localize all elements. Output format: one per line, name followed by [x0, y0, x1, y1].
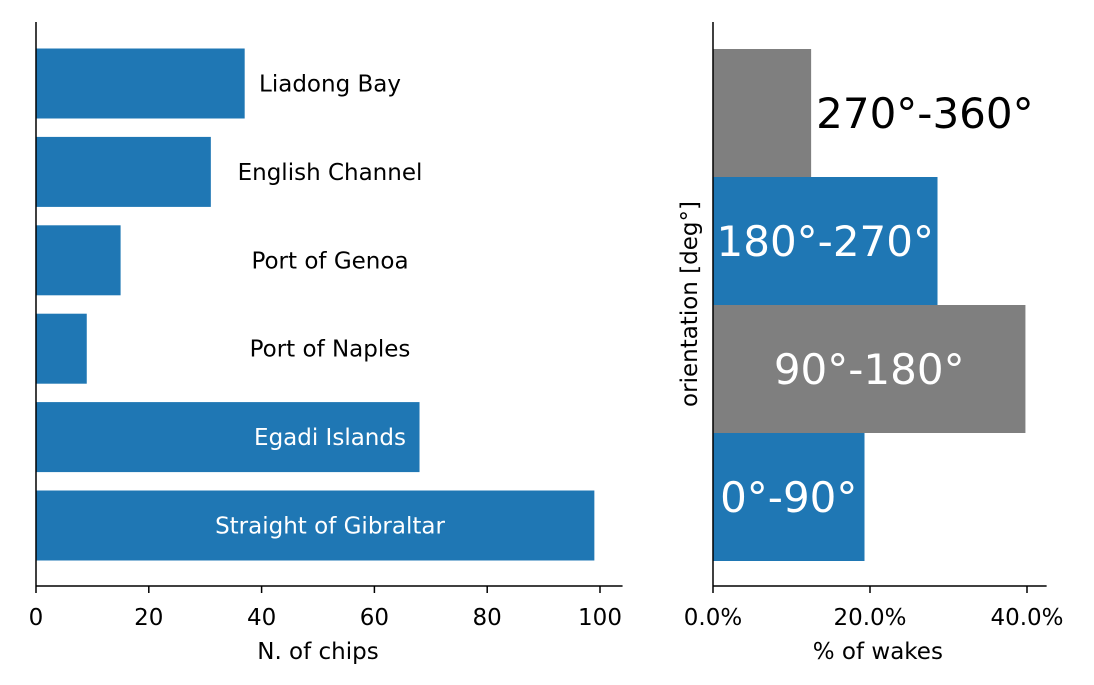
left-bars	[36, 48, 595, 561]
wake-orientation-chart: 0°-90° 90°-180° 180°-270° 270°-360° 0.0% 20.…	[677, 22, 1064, 665]
bar	[713, 305, 1026, 433]
tick-label: 0.0%	[684, 605, 742, 631]
tick-label: 100	[578, 605, 622, 631]
bar-label: 90°-180°	[774, 345, 965, 394]
left-bar-labels: Straight of Gibraltar Egadi Islands Port o…	[215, 72, 445, 540]
tick-label: 40.0%	[990, 605, 1063, 631]
bar	[36, 136, 211, 207]
bar	[713, 49, 812, 177]
right-x-ticks: 0.0% 20.0% 40.0%	[684, 586, 1064, 631]
bar-label: Liadong Bay	[259, 72, 401, 98]
bar-label: Port of Genoa	[251, 248, 408, 274]
tick-label: 80	[473, 605, 502, 631]
tick-label: 40	[247, 605, 276, 631]
chips-per-location-chart: Straight of Gibraltar Egadi Islands Port o…	[29, 22, 623, 665]
bar-label: Port of Naples	[250, 337, 411, 363]
bar-label: 270°-360°	[816, 89, 1034, 138]
bar-label: 180°-270°	[717, 217, 935, 266]
left-x-axis-label: N. of chips	[257, 639, 379, 665]
right-bar-labels: 0°-90° 90°-180° 180°-270° 270°-360°	[717, 89, 1034, 522]
tick-label: 20	[134, 605, 163, 631]
bar	[713, 177, 938, 305]
tick-label: 0	[29, 605, 44, 631]
bar	[36, 490, 595, 561]
left-x-ticks: 0 20 40 60 80 100	[29, 586, 622, 631]
bar	[713, 433, 865, 561]
right-y-axis-label: orientation [deg°]	[677, 201, 703, 407]
bar	[36, 313, 87, 384]
bar	[36, 48, 245, 119]
bar	[36, 402, 420, 473]
bar-label: 0°-90°	[720, 473, 857, 522]
tick-label: 60	[360, 605, 389, 631]
right-x-axis-label: % of wakes	[813, 639, 943, 665]
right-bars	[713, 49, 1026, 561]
tick-label: 20.0%	[833, 605, 906, 631]
bar-label: English Channel	[238, 160, 423, 186]
bar	[36, 225, 121, 296]
bar-label: Egadi Islands	[254, 425, 406, 451]
bar-label: Straight of Gibraltar	[215, 514, 445, 540]
